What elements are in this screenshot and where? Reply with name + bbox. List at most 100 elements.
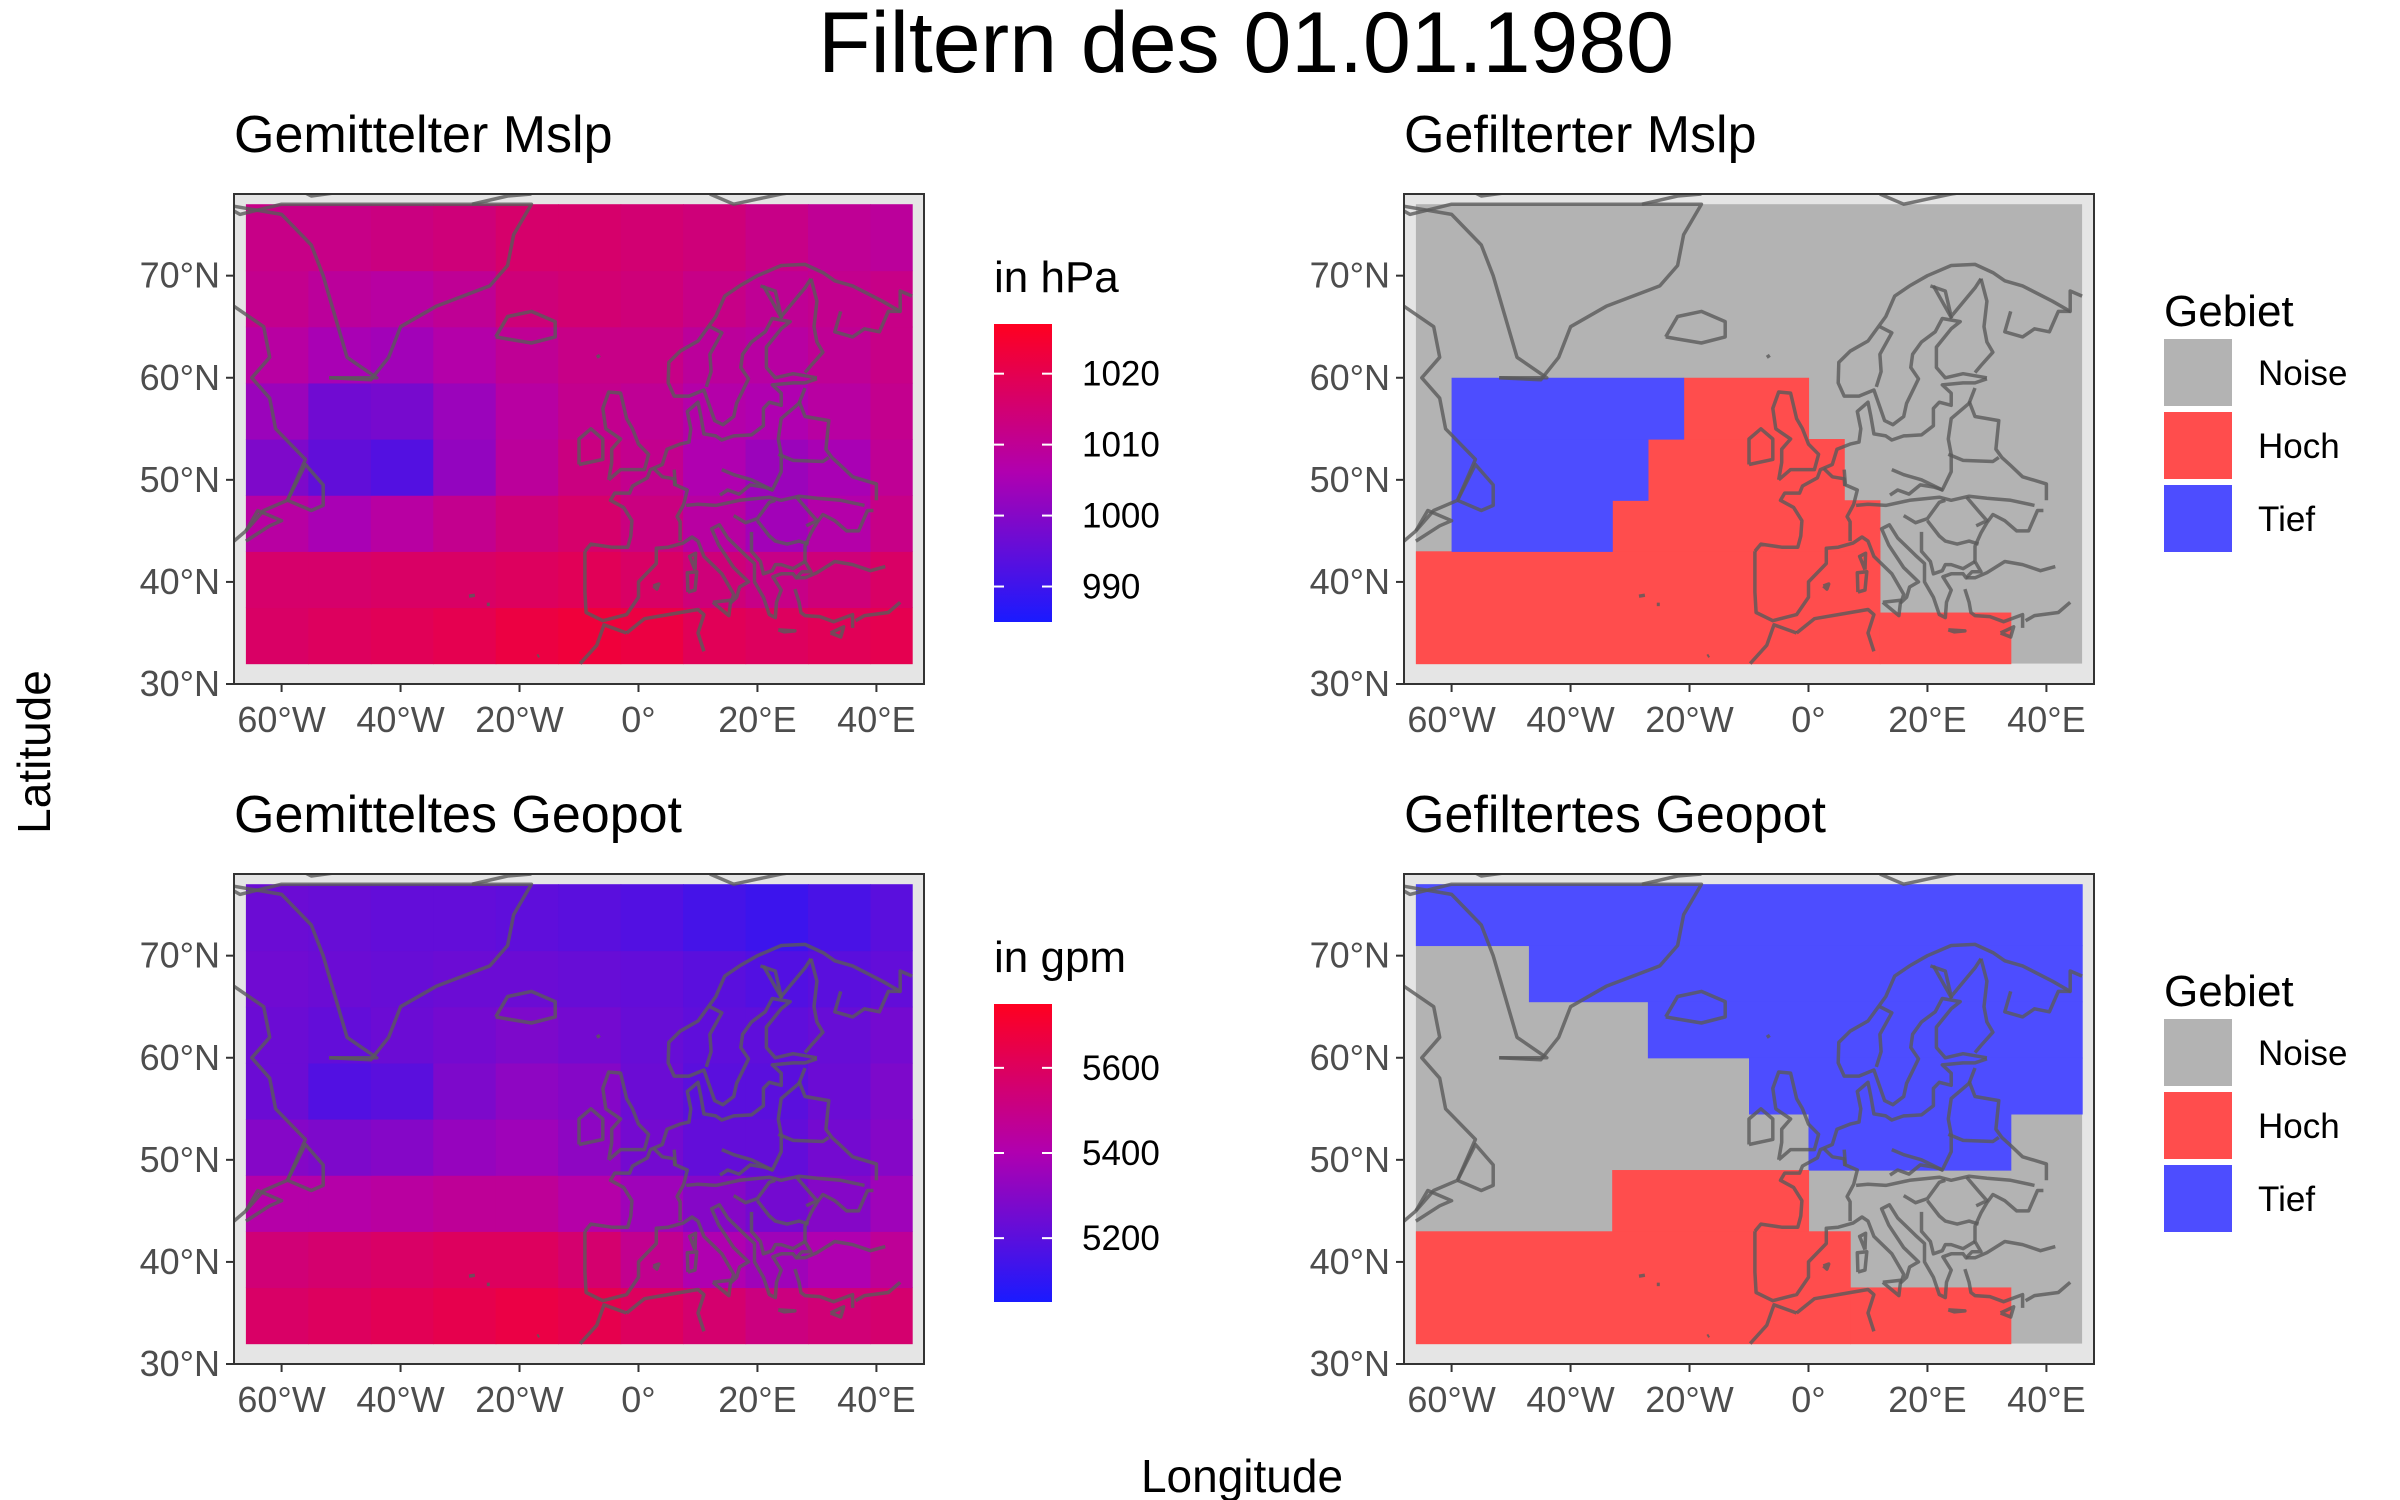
heatmap-cell [683, 1119, 747, 1176]
coastline-path [1753, 508, 2044, 623]
y-tick-label: 60°N [1310, 1037, 1390, 1078]
coastline-path [1404, 202, 1704, 382]
heatmap-cell [558, 495, 622, 552]
heatmap-cell [808, 439, 872, 496]
coastline-path [1836, 942, 2083, 1107]
coastline-path [2024, 600, 2072, 623]
coastline-path [2003, 989, 2071, 1019]
x-tick-label: 40°W [1526, 699, 1614, 740]
heatmap-cell [433, 326, 497, 384]
coastline-path [1857, 551, 1868, 571]
legend-key-tief [2164, 1165, 2232, 1232]
coastline-path [1822, 1147, 1847, 1167]
heatmap-cell [370, 270, 434, 328]
coastline-path [1822, 582, 1831, 591]
heatmap-cell [495, 1287, 559, 1345]
coastline-path [777, 1308, 797, 1314]
legend-title: Gebiet [2164, 287, 2294, 336]
coastline-path [1947, 452, 2000, 464]
coastline-path [711, 598, 733, 618]
x-tick-label: 20°E [1888, 1379, 1966, 1420]
coastline-path [1638, 1273, 1646, 1278]
x-tick-label: 0° [1791, 699, 1825, 740]
heatmap-cell [495, 1175, 559, 1232]
heatmap-cell [495, 326, 559, 384]
heatmap-cell [620, 326, 684, 384]
heatmap-cell [370, 1119, 434, 1176]
heatmap-cell [683, 204, 747, 272]
heatmap-cell [245, 1119, 309, 1176]
heatmap-cell [308, 1287, 372, 1345]
x-tick-label: 20°W [475, 1379, 563, 1420]
coastline-path [1973, 958, 1995, 1054]
heatmap-cell [620, 382, 684, 440]
y-tick-label: 70°N [1310, 255, 1390, 296]
heatmap-cell [683, 1062, 747, 1120]
heatmap-cell [808, 884, 872, 952]
coastline-path [732, 498, 776, 525]
panel-content [234, 874, 913, 1345]
x-tick-label: 20°W [475, 699, 563, 740]
coastline-path [685, 494, 865, 508]
coastline-path [1874, 1005, 1894, 1068]
x-tick-label: 20°E [718, 1379, 796, 1420]
y-tick-label: 50°N [1310, 1139, 1390, 1180]
heatmap-cell [870, 382, 913, 440]
coastline-path [1404, 882, 1704, 1062]
coastline-path [1919, 1211, 1976, 1256]
coastline-path [1889, 483, 1944, 497]
coastline-path [749, 531, 806, 576]
heatmap-cell [433, 204, 497, 272]
coastline-path [625, 1287, 706, 1332]
colorbar-label: 1000 [1082, 497, 1160, 536]
heatmap-cell [433, 1062, 497, 1120]
hoch-region [1879, 612, 2012, 665]
y-tick-label: 50°N [140, 459, 220, 500]
panels-group: Gemittelter Mslp 60°W 40°W 20°W 0° 20°E 40°E 30… [140, 106, 2348, 1420]
y-tick-label: 60°N [140, 357, 220, 398]
panel-0: Gemittelter Mslp 60°W 40°W 20°W 0° 20°E 40°E 30… [140, 106, 1160, 740]
coastline-path [1455, 462, 1495, 513]
y-tick-label: 40°N [1310, 561, 1390, 602]
heatmap-cell [558, 204, 622, 272]
heatmap-cell [870, 326, 913, 384]
x-tick-label: 0° [621, 699, 655, 740]
x-tick-label: 0° [1791, 1379, 1825, 1420]
y-axis-label: Latitude [8, 670, 60, 834]
coastline-path [1965, 1176, 1989, 1208]
coastline-path [1836, 262, 2083, 427]
heatmap-cell [870, 551, 913, 609]
heatmap-cell [558, 1006, 622, 1064]
coastline-path [854, 1280, 902, 1303]
heatmap-cell [495, 495, 559, 552]
heatmap-cell [808, 204, 872, 272]
coastline-path [833, 989, 901, 1019]
heatmap-cell [245, 439, 309, 496]
coastline-path [829, 1305, 846, 1319]
legend-key-noise [2164, 1019, 2232, 1086]
coastline-path [685, 1249, 699, 1274]
coastline-path [494, 989, 557, 1025]
coastline-path [583, 508, 874, 623]
coastline-path [1822, 1262, 1831, 1271]
heatmap-cell [808, 1062, 872, 1120]
coastline-path [1855, 494, 2035, 508]
heatmap-cell [683, 326, 747, 384]
x-tick-label: 20°E [718, 699, 796, 740]
heatmap-cell [870, 1006, 913, 1064]
panel-content [234, 194, 913, 665]
coastline-path [234, 202, 534, 382]
panel-border [1403, 873, 2095, 1365]
coastline-path [1926, 519, 1980, 546]
tief-region [1647, 1001, 2083, 1059]
coastline-path [1947, 628, 1967, 634]
heatmap-cell [245, 1287, 309, 1345]
panel-2: Gemitteltes Geopot 60°W 40°W 20°W 0° 20°E 40°E… [140, 786, 1160, 1420]
coastline-path [536, 1333, 540, 1338]
coastline-path [1963, 588, 2025, 628]
coastline-path [234, 884, 379, 1060]
heatmap-cell [245, 607, 309, 665]
coastline-path [1771, 1070, 1821, 1162]
heatmap-cell [370, 607, 434, 665]
coastline-path [285, 1142, 325, 1193]
